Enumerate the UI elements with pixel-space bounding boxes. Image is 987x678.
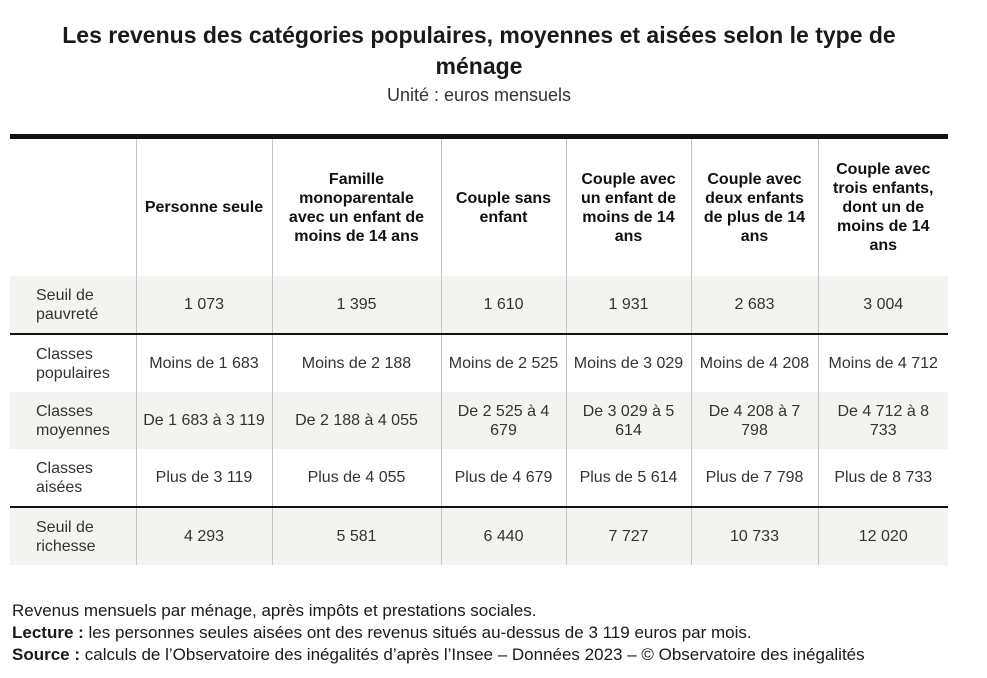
- table-row: Seuil de pauvreté 1 073 1 395 1 610 1 93…: [10, 276, 948, 335]
- table-cell: Plus de 8 733: [817, 449, 948, 508]
- row-label: Classes moyennes: [10, 392, 136, 449]
- footer-note: Revenus mensuels par ménage, après impôt…: [12, 601, 537, 620]
- column-header: Couple avec deux enfants de plus de 14 a…: [690, 139, 818, 276]
- column-header: Couple avec un enfant de moins de 14 ans: [565, 139, 691, 276]
- table-cell: 6 440: [440, 507, 566, 565]
- table-cell: 1 931: [565, 276, 691, 335]
- column-header: Couple sans enfant: [440, 139, 566, 276]
- table-cell: Moins de 4 712: [817, 334, 948, 392]
- table-cell: 7 727: [565, 507, 691, 565]
- column-header-empty: [10, 139, 136, 276]
- table-cell: 3 004: [817, 276, 948, 335]
- table-footer: Revenus mensuels par ménage, après impôt…: [12, 600, 972, 666]
- table-cell: Moins de 4 208: [690, 334, 818, 392]
- table-cell: Plus de 4 679: [440, 449, 566, 508]
- table-cell: 1 073: [135, 276, 272, 335]
- table-cell: 2 683: [690, 276, 818, 335]
- top-divider: [10, 134, 948, 139]
- table-cell: Moins de 2 525: [440, 334, 566, 392]
- table-row: Classes moyennes De 1 683 à 3 119 De 2 1…: [10, 392, 948, 449]
- table-cell: Moins de 2 188: [271, 334, 441, 392]
- table-cell: Plus de 4 055: [271, 449, 441, 508]
- table-cell: 5 581: [271, 507, 441, 565]
- row-label: Seuil de richesse: [10, 507, 136, 565]
- source-label: Source :: [12, 645, 81, 664]
- column-header: Personne seule: [135, 139, 272, 276]
- table-cell: De 1 683 à 3 119: [135, 392, 272, 449]
- row-label: Classes populaires: [10, 334, 136, 392]
- table-cell: 1 610: [440, 276, 566, 335]
- header-row: Personne seule Famille monoparentale ave…: [10, 139, 948, 276]
- row-label: Seuil de pauvreté: [10, 276, 136, 335]
- column-header: Couple avec trois enfants, dont un de mo…: [817, 139, 948, 276]
- footer-source: Source : calculs de l’Observatoire des i…: [12, 644, 972, 666]
- table-cell: 1 395: [271, 276, 441, 335]
- footer-lecture: Lecture : les personnes seules aisées on…: [12, 622, 972, 644]
- table-cell: De 2 188 à 4 055: [271, 392, 441, 449]
- table-cell: Plus de 7 798: [690, 449, 818, 508]
- table-cell: 12 020: [817, 507, 948, 565]
- chart-header: Les revenus des catégories populaires, m…: [10, 20, 948, 108]
- table-cell: De 4 208 à 7 798: [690, 392, 818, 449]
- table-cell: Moins de 3 029: [565, 334, 691, 392]
- table-cell: 10 733: [690, 507, 818, 565]
- lecture-label: Lecture :: [12, 623, 84, 642]
- table-cell: De 2 525 à 4 679: [440, 392, 566, 449]
- row-label: Classes aisées: [10, 449, 136, 508]
- table-cell: Plus de 5 614: [565, 449, 691, 508]
- page-title: Les revenus des catégories populaires, m…: [62, 22, 896, 79]
- table-cell: 4 293: [135, 507, 272, 565]
- table-row: Classes populaires Moins de 1 683 Moins …: [10, 334, 948, 392]
- table-row: Classes aisées Plus de 3 119 Plus de 4 0…: [10, 449, 948, 508]
- table-cell: Moins de 1 683: [135, 334, 272, 392]
- page-subtitle: Unité : euros mensuels: [386, 85, 572, 105]
- source-text: calculs de l’Observatoire des inégalités…: [84, 645, 865, 664]
- table-cell: De 3 029 à 5 614: [565, 392, 691, 449]
- table-cell: Plus de 3 119: [135, 449, 272, 508]
- table-row: Seuil de richesse 4 293 5 581 6 440 7 72…: [10, 507, 948, 565]
- table-cell: De 4 712 à 8 733: [817, 392, 948, 449]
- column-header: Famille monoparentale avec un enfant de …: [271, 139, 441, 276]
- income-table: Personne seule Famille monoparentale ave…: [10, 139, 948, 565]
- lecture-text: les personnes seules aisées ont des reve…: [88, 623, 752, 642]
